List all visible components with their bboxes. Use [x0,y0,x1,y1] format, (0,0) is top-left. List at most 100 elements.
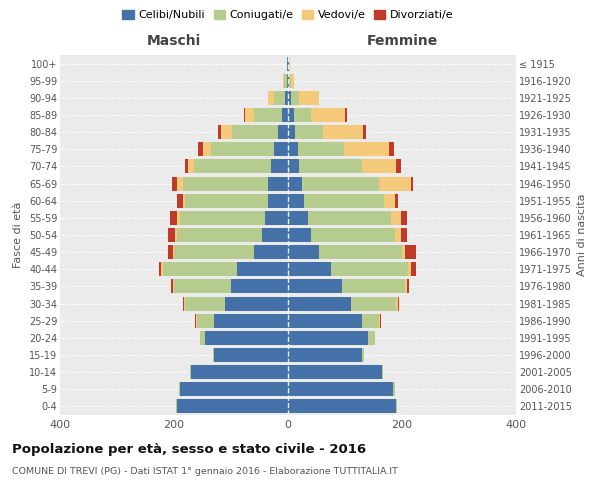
Bar [173,245,174,259]
Bar [274,91,285,105]
Bar [197,314,214,328]
Bar [190,365,191,379]
Bar [183,296,184,310]
Bar [319,245,402,259]
Bar [184,296,185,310]
Legend: Celibi/Nubili, Coniugati/e, Vedovi/e, Divorziati/e: Celibi/Nubili, Coniugati/e, Vedovi/e, Di… [118,6,458,25]
Bar [311,228,395,242]
Bar [291,91,299,105]
Bar [176,400,177,413]
Bar [382,365,383,379]
Bar [288,211,308,225]
Bar [265,211,288,225]
Bar [291,74,294,88]
Bar [311,108,345,122]
Bar [405,280,407,293]
Bar [288,331,368,345]
Bar [379,176,410,190]
Bar [245,108,254,122]
Bar [289,74,291,88]
Bar [331,262,408,276]
Bar [268,194,288,207]
Bar [244,108,245,122]
Bar [287,74,288,88]
Bar [168,228,175,242]
Bar [298,142,344,156]
Bar [158,262,161,276]
Bar [299,160,362,173]
Bar [389,142,394,156]
Bar [274,142,288,156]
Bar [218,125,221,139]
Bar [288,382,394,396]
Bar [180,382,288,396]
Bar [178,211,180,225]
Bar [214,314,288,328]
Bar [288,314,362,328]
Bar [408,262,410,276]
Y-axis label: Anni di nascita: Anni di nascita [577,194,587,276]
Bar [254,245,288,259]
Bar [171,280,173,293]
Bar [401,228,407,242]
Bar [175,228,177,242]
Bar [191,365,288,379]
Bar [363,125,366,139]
Bar [268,91,274,105]
Bar [288,228,311,242]
Bar [323,125,363,139]
Bar [288,91,291,105]
Bar [221,125,232,139]
Bar [198,142,203,156]
Bar [174,280,231,293]
Bar [398,296,399,310]
Bar [196,314,197,328]
Bar [179,382,180,396]
Bar [407,280,409,293]
Bar [394,382,395,396]
Bar [205,331,288,345]
Bar [174,245,254,259]
Bar [368,331,374,345]
Bar [288,245,319,259]
Bar [271,160,288,173]
Bar [397,296,398,310]
Bar [168,245,173,259]
Bar [177,228,262,242]
Bar [288,142,298,156]
Bar [284,74,287,88]
Bar [362,160,397,173]
Bar [188,160,194,173]
Bar [302,176,379,190]
Bar [170,211,178,225]
Bar [232,125,278,139]
Bar [395,228,401,242]
Bar [362,348,364,362]
Bar [410,176,413,190]
Bar [177,176,182,190]
Bar [283,108,288,122]
Bar [288,280,342,293]
Bar [214,348,288,362]
Bar [177,194,182,207]
Bar [203,142,211,156]
Bar [278,125,288,139]
Bar [345,108,347,122]
Bar [172,176,177,190]
Bar [194,160,271,173]
Bar [397,160,401,173]
Bar [288,160,299,173]
Bar [288,176,302,190]
Bar [182,194,185,207]
Text: Popolazione per età, sesso e stato civile - 2016: Popolazione per età, sesso e stato civil… [12,442,366,456]
Bar [288,108,294,122]
Bar [180,211,265,225]
Bar [288,348,362,362]
Bar [173,280,174,293]
Bar [391,211,401,225]
Bar [177,400,288,413]
Bar [288,194,304,207]
Bar [380,314,382,328]
Y-axis label: Fasce di età: Fasce di età [13,202,23,268]
Bar [288,400,397,413]
